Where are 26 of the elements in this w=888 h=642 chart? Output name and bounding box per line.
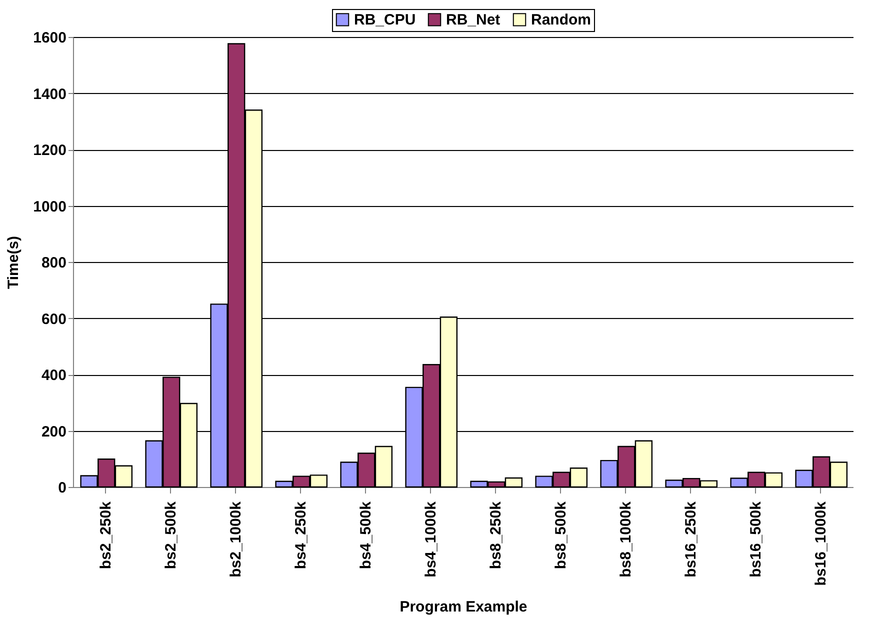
y-tick-label: 1200 — [33, 142, 66, 159]
y-tick-label: 1000 — [33, 198, 66, 216]
x-tick-label: bs16_250k — [682, 500, 700, 578]
y-tick-label: 1400 — [33, 86, 66, 103]
x-tick-label: bs2_250k — [98, 500, 114, 570]
x-tick-label: bs2_500k — [162, 500, 180, 570]
y-tick-label: 1600 — [33, 30, 66, 46]
y-tick-label: 0 — [58, 480, 66, 496]
x-tick-label: bs8_250k — [488, 500, 504, 570]
y-axis-title: Time(s) — [5, 236, 22, 290]
y-tick-label: 200 — [41, 423, 66, 440]
x-tick-label: bs8_1000k — [618, 500, 634, 578]
y-tick-label: 600 — [41, 310, 66, 328]
legend-label: RB_CPU — [354, 12, 416, 29]
x-tick-label: bs16_500k — [748, 500, 764, 578]
y-tick-label: 800 — [41, 254, 66, 272]
legend-label: RB_Net — [446, 12, 500, 29]
x-tick-label: bs2_1000k — [228, 500, 244, 578]
legend-label: Random — [531, 12, 591, 29]
y-tick-label: 400 — [41, 367, 66, 384]
x-tick-label: bs16_1000k — [812, 500, 830, 586]
x-tick-label: bs8_500k — [552, 500, 570, 570]
x-axis-title: Program Example — [400, 598, 528, 616]
x-tick-label: bs4_500k — [358, 500, 374, 570]
x-tick-label: bs4_250k — [292, 500, 310, 570]
x-tick-label: bs4_1000k — [422, 500, 440, 578]
